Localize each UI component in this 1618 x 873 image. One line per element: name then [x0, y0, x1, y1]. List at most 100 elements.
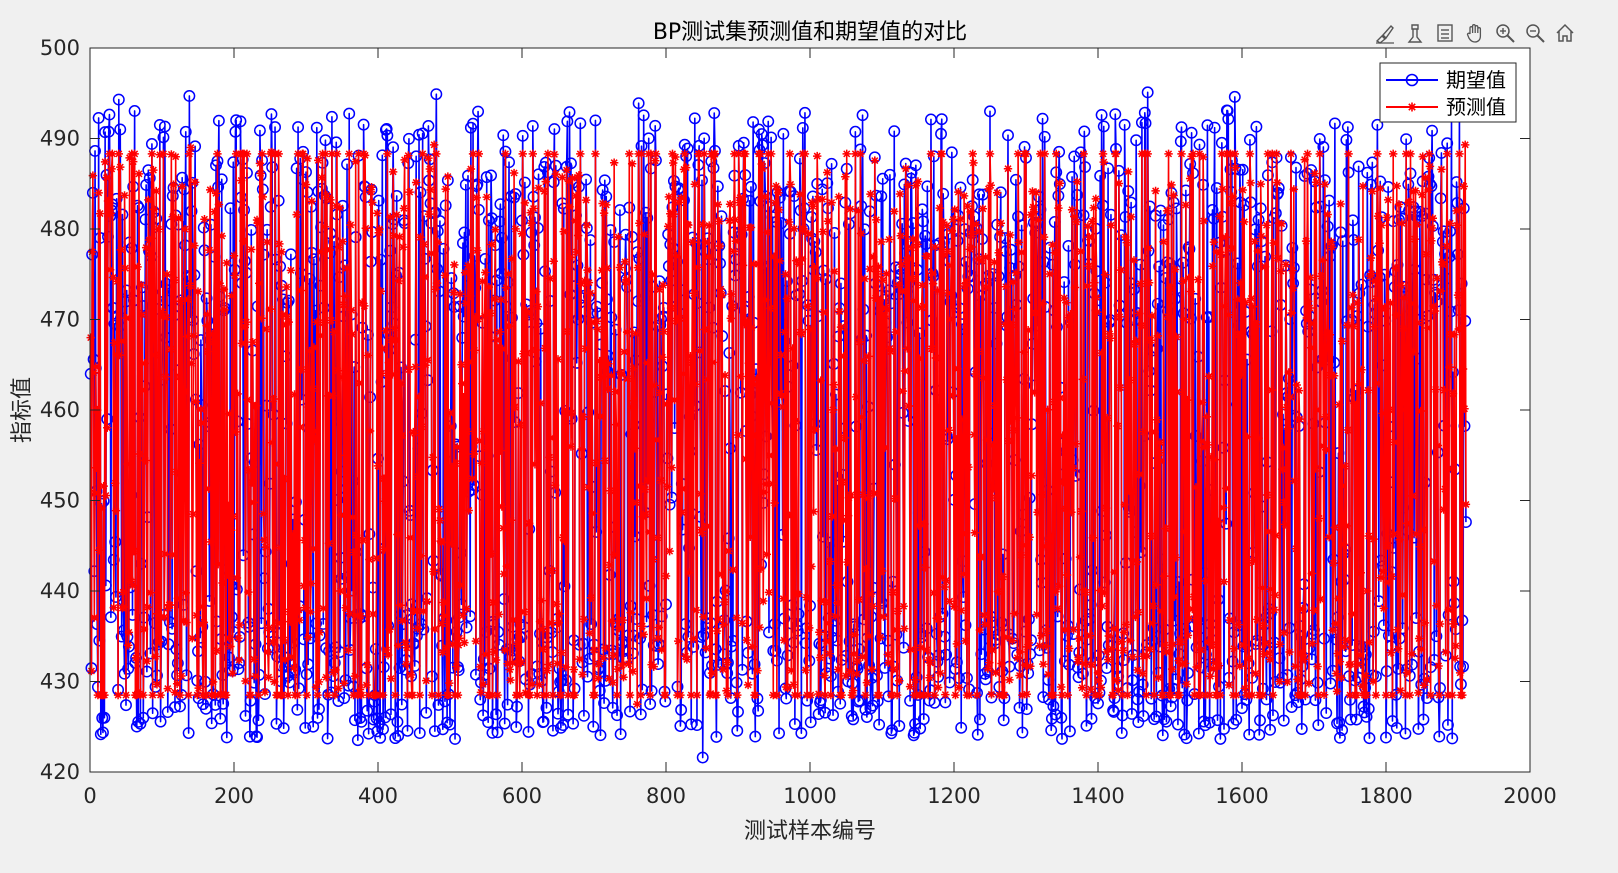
data-point: [120, 699, 132, 712]
data-point: [1037, 490, 1047, 499]
data-point: [1134, 608, 1143, 617]
data-point: [1253, 246, 1263, 256]
data-point: [1090, 278, 1099, 287]
data-point: [728, 303, 737, 312]
data-point: [868, 602, 877, 611]
data-point: [964, 690, 974, 700]
data-point: [1449, 619, 1458, 629]
data-point: [1135, 470, 1144, 479]
data-point: [365, 555, 374, 564]
data-point: [453, 690, 463, 700]
data-point: [1448, 389, 1458, 398]
zoom-out-icon[interactable]: [1522, 20, 1548, 46]
data-point: [1435, 690, 1444, 700]
data-point: [1043, 405, 1052, 415]
data-point: [392, 730, 405, 742]
data-point: [828, 405, 838, 415]
data-point: [517, 658, 526, 667]
data-point: [337, 510, 346, 520]
data-point: [243, 730, 256, 743]
data-point: [614, 232, 623, 242]
data-point: [227, 291, 237, 301]
data-point: [1049, 690, 1058, 700]
data-point: [1421, 173, 1430, 183]
data-point: [973, 713, 986, 726]
data-point: [889, 665, 898, 674]
data-point: [191, 397, 201, 406]
data-point: [310, 427, 319, 436]
data-point: [422, 676, 431, 685]
data-point: [249, 498, 258, 507]
data-point: [989, 484, 998, 493]
insert-legend-icon[interactable]: [1432, 20, 1458, 46]
data-point: [1257, 231, 1266, 241]
data-point: [310, 121, 323, 134]
data-point: [1291, 544, 1301, 553]
data-point: [971, 728, 984, 741]
data-point: [787, 666, 796, 675]
data-point: [430, 88, 443, 101]
data-point: [223, 570, 232, 579]
data-point: [823, 168, 832, 177]
data-point: [532, 287, 541, 296]
data-point: [135, 449, 144, 459]
home-icon[interactable]: [1552, 20, 1578, 46]
data-point: [937, 149, 946, 159]
data-point: [200, 215, 209, 224]
data-point: [633, 699, 642, 709]
x-axis-label: 测试样本编号: [744, 819, 876, 844]
data-point: [432, 278, 442, 288]
data-point: [563, 106, 576, 119]
data-point: [286, 266, 296, 275]
data-point: [1361, 671, 1371, 680]
data-point: [203, 310, 212, 319]
datatip-icon[interactable]: [1402, 20, 1428, 46]
data-point: [430, 624, 440, 634]
data-point: [100, 157, 110, 167]
data-point: [933, 683, 943, 692]
data-point: [1284, 368, 1293, 377]
data-point: [540, 701, 553, 714]
zoom-in-icon[interactable]: [1492, 20, 1518, 46]
data-point: [636, 690, 645, 700]
data-point: [753, 259, 763, 269]
data-point: [977, 552, 986, 561]
data-point: [550, 150, 559, 159]
data-point: [689, 634, 698, 643]
data-point: [91, 362, 100, 371]
data-point: [1444, 605, 1453, 614]
data-point: [1062, 570, 1072, 580]
data-point: [192, 611, 201, 620]
data-point: [431, 285, 440, 294]
pan-icon[interactable]: [1462, 20, 1488, 46]
data-point: [229, 251, 239, 260]
data-point: [1117, 637, 1126, 646]
data-point: [123, 459, 132, 469]
data-point: [543, 666, 552, 675]
data-point: [1340, 462, 1350, 471]
data-point: [1342, 321, 1352, 330]
data-point: [387, 141, 400, 154]
data-point: [399, 204, 409, 213]
data-point: [1022, 690, 1031, 699]
data-point: [109, 591, 122, 603]
data-point: [437, 538, 446, 547]
brush-icon[interactable]: [1372, 20, 1398, 46]
data-point: [1185, 174, 1195, 183]
data-point: [756, 149, 765, 159]
data-point: [1311, 178, 1321, 187]
data-point: [904, 694, 917, 707]
data-point: [756, 564, 766, 573]
data-point: [313, 690, 322, 700]
data-point: [1018, 541, 1028, 550]
data-point: [604, 224, 617, 236]
data-point: [339, 679, 349, 688]
data-point: [1168, 640, 1178, 649]
data-point: [1191, 605, 1200, 615]
data-point: [935, 113, 948, 126]
data-point: [214, 712, 227, 725]
data-point: [1026, 662, 1035, 671]
data-point: [1054, 582, 1064, 591]
data-point: [1015, 671, 1024, 680]
